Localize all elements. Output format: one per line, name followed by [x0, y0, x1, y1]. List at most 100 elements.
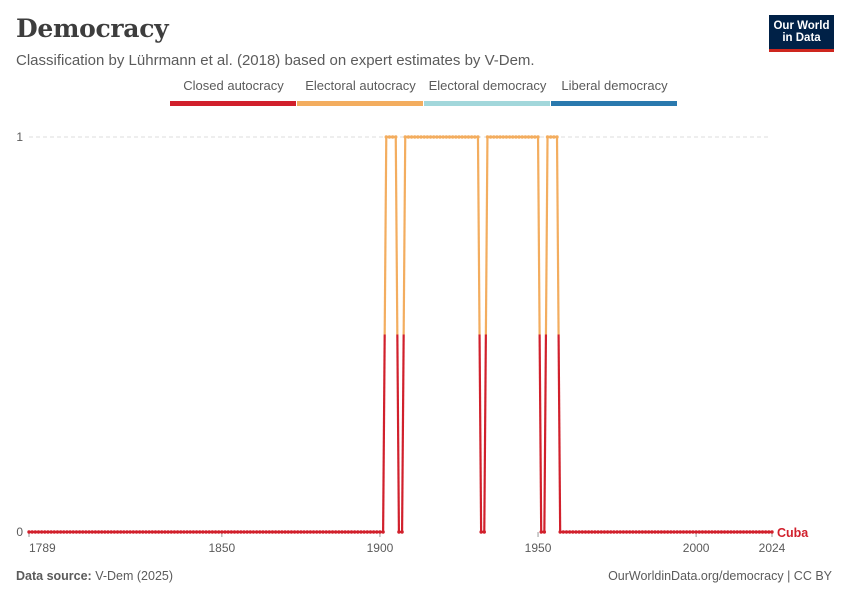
data-point-1947: [526, 135, 531, 139]
data-point-1998: [688, 530, 692, 534]
data-point-1977: [621, 530, 626, 534]
data-point-1934: [485, 135, 490, 139]
data-point-1967: [590, 530, 594, 534]
data-point-1884: [327, 530, 332, 534]
data-source: Data source: V-Dem (2025): [16, 569, 173, 583]
data-point-1875: [299, 530, 303, 534]
data-point-1821: [128, 530, 132, 534]
series-transition-a-1901: [382, 334, 386, 533]
legend-label-electoral-democracy: Electoral democracy: [429, 78, 547, 93]
series-transition-a-1905: [394, 136, 399, 335]
data-point-2009: [722, 530, 727, 534]
data-point-1869: [280, 530, 284, 534]
data-point-1904: [390, 135, 395, 139]
data-point-1938: [498, 135, 502, 139]
data-point-2022: [763, 530, 768, 534]
data-point-1961: [571, 530, 575, 534]
data-point-1996: [681, 530, 686, 534]
data-point-2012: [732, 530, 736, 534]
data-point-1893: [356, 530, 360, 534]
data-point-2023: [767, 530, 771, 534]
data-point-1809: [90, 530, 94, 534]
data-point-1846: [207, 530, 211, 534]
data-point-1891: [349, 530, 354, 534]
data-point-1841: [191, 530, 196, 534]
data-point-1789: [27, 530, 31, 534]
data-point-1958: [561, 530, 566, 534]
data-point-1800: [62, 530, 66, 534]
data-point-1843: [198, 530, 202, 534]
data-point-1801: [65, 530, 69, 534]
footer-link[interactable]: OurWorldinData.org/democracy | CC BY: [608, 569, 832, 583]
data-source-label: Data source:: [16, 569, 92, 583]
data-point-1855: [235, 530, 240, 534]
data-point-1926: [460, 135, 464, 139]
data-point-1948: [530, 135, 534, 139]
logo-line-2: in Data: [782, 32, 821, 44]
data-point-1830: [156, 530, 161, 534]
data-point-1791: [33, 530, 38, 534]
data-point-1973: [609, 530, 613, 534]
data-point-1851: [223, 530, 227, 534]
data-point-1963: [577, 530, 581, 534]
data-point-1898: [371, 530, 376, 534]
data-point-1990: [662, 530, 667, 534]
data-point-1939: [501, 135, 505, 139]
data-point-1792: [36, 530, 41, 534]
x-tick-label-2024: 2024: [759, 541, 786, 555]
chart-title: Democracy: [16, 14, 169, 43]
series-transition-a-1952: [543, 334, 548, 533]
data-point-1817: [115, 530, 120, 534]
data-point-1925: [457, 135, 461, 139]
y-tick-label-1: 1: [16, 130, 23, 144]
data-point-1819: [122, 530, 126, 534]
series-transition-a-1931: [476, 136, 481, 335]
data-point-1866: [270, 530, 275, 534]
data-point-1836: [175, 530, 180, 534]
data-point-1799: [58, 530, 63, 534]
data-point-1832: [163, 530, 167, 534]
data-point-2001: [697, 530, 701, 534]
data-point-1895: [362, 530, 366, 534]
data-point-1959: [564, 530, 569, 534]
data-point-1874: [296, 530, 300, 534]
x-tick-label-1789: 1789: [29, 541, 56, 555]
data-point-1922: [447, 135, 452, 139]
data-point-1981: [634, 530, 638, 534]
data-point-1910: [409, 135, 414, 139]
data-point-1858: [245, 530, 249, 534]
data-point-1856: [239, 530, 243, 534]
data-point-1823: [134, 530, 139, 534]
data-point-1978: [624, 530, 629, 534]
data-point-1983: [640, 530, 645, 534]
data-point-1985: [646, 530, 651, 534]
legend-label-electoral-autocracy: Electoral autocracy: [305, 78, 416, 93]
data-point-1831: [160, 530, 164, 534]
series-transition-b-1906: [396, 334, 401, 533]
data-point-1842: [194, 530, 199, 534]
data-point-2011: [729, 530, 733, 534]
data-point-1929: [469, 135, 474, 139]
data-point-1889: [343, 530, 347, 534]
data-point-1790: [30, 530, 34, 534]
data-point-1876: [302, 530, 306, 534]
data-point-1944: [517, 135, 521, 139]
legend-label-closed-autocracy: Closed autocracy: [183, 78, 284, 93]
data-point-1879: [311, 530, 316, 534]
data-point-1860: [251, 530, 256, 534]
data-point-1882: [321, 530, 325, 534]
data-point-2007: [716, 530, 720, 534]
data-point-1991: [665, 530, 670, 534]
data-point-1854: [232, 530, 237, 534]
data-point-1825: [141, 530, 145, 534]
data-point-1885: [330, 530, 335, 534]
series-transition-b-1934: [484, 136, 489, 335]
data-point-1861: [254, 530, 259, 534]
data-point-1989: [659, 530, 664, 534]
series-transition-b-1908: [402, 136, 407, 335]
owid-logo[interactable]: Our World in Data: [769, 15, 834, 52]
data-point-1896: [365, 530, 370, 534]
data-point-1943: [514, 135, 518, 139]
data-point-1953: [545, 135, 550, 139]
data-point-1845: [204, 530, 208, 534]
